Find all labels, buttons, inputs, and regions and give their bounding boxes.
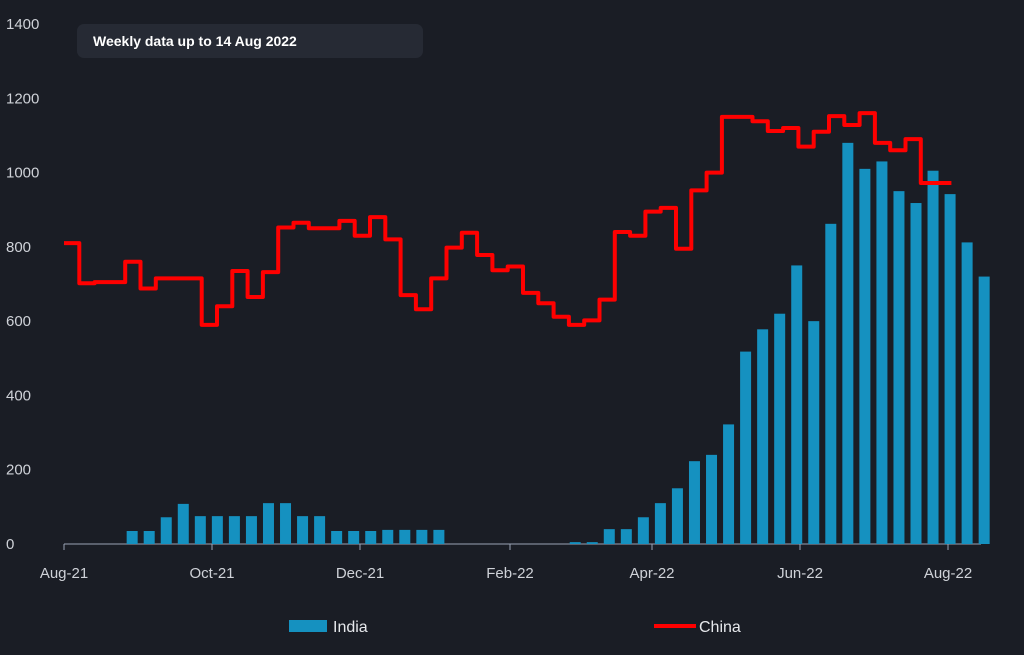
legend-label-india: India bbox=[333, 619, 368, 636]
india-bar bbox=[262, 503, 274, 544]
india-bar bbox=[637, 517, 649, 544]
legend-label-china: China bbox=[699, 619, 741, 636]
india-bar bbox=[416, 529, 428, 544]
india-bar bbox=[654, 503, 666, 544]
india-bar bbox=[774, 313, 786, 544]
india-bar bbox=[825, 223, 837, 545]
india-bar bbox=[876, 161, 888, 544]
india-bar bbox=[194, 516, 206, 544]
india-bar bbox=[382, 529, 394, 544]
india-bar bbox=[791, 265, 803, 544]
india-bar bbox=[399, 529, 411, 544]
y-tick-label: 800 bbox=[6, 239, 31, 256]
india-bar bbox=[177, 503, 189, 544]
x-tick-label: Apr-22 bbox=[629, 565, 674, 582]
india-bar bbox=[143, 531, 155, 544]
y-tick-label: 400 bbox=[6, 387, 31, 404]
india-bar bbox=[228, 516, 240, 544]
x-tick-label: Dec-21 bbox=[336, 565, 384, 582]
india-bar bbox=[126, 531, 138, 544]
x-tick-label: Jun-22 bbox=[777, 565, 823, 582]
india-bar bbox=[603, 529, 615, 544]
india-bars bbox=[126, 142, 990, 545]
india-bar bbox=[927, 170, 939, 544]
legend: India China bbox=[289, 619, 741, 636]
india-bar bbox=[842, 142, 854, 544]
annotation-text: Weekly data up to 14 Aug 2022 bbox=[93, 33, 297, 49]
x-tick-label: Aug-21 bbox=[40, 565, 88, 582]
india-bar bbox=[723, 424, 735, 544]
india-bar bbox=[620, 529, 632, 544]
india-bar bbox=[211, 516, 223, 544]
india-bar bbox=[978, 276, 990, 544]
india-bar bbox=[314, 516, 326, 544]
india-bar bbox=[569, 542, 581, 544]
india-bar bbox=[961, 242, 973, 544]
india-bar bbox=[706, 454, 718, 544]
india-bar bbox=[365, 531, 377, 544]
india-bar bbox=[757, 329, 769, 544]
china-line bbox=[64, 111, 952, 327]
x-tick-label: Feb-22 bbox=[486, 565, 534, 582]
y-tick-label: 1200 bbox=[6, 90, 39, 107]
china-line-group bbox=[64, 111, 952, 327]
india-bar bbox=[859, 168, 871, 544]
y-tick-label: 0 bbox=[6, 536, 14, 553]
x-axis: Aug-21 Oct-21 Dec-21 Feb-22 Apr-22 Jun-22 Aug-… bbox=[40, 543, 981, 582]
y-tick-label: 200 bbox=[6, 462, 31, 479]
legend-swatch-india bbox=[289, 620, 327, 632]
india-bar bbox=[348, 531, 360, 544]
india-bar bbox=[331, 531, 343, 544]
x-tick-label: Oct-21 bbox=[189, 565, 234, 582]
india-bar bbox=[808, 321, 820, 544]
india-bar bbox=[586, 542, 598, 544]
india-bar bbox=[671, 488, 683, 544]
india-bar bbox=[160, 517, 172, 544]
india-bar bbox=[910, 203, 922, 544]
india-bar bbox=[740, 351, 752, 544]
y-axis: 0 200 400 600 800 1000 1200 1400 bbox=[6, 16, 39, 553]
india-bar bbox=[245, 516, 257, 544]
india-bar bbox=[944, 194, 956, 544]
india-bar bbox=[688, 461, 700, 544]
y-tick-label: 1400 bbox=[6, 16, 39, 33]
india-bar bbox=[297, 516, 309, 544]
india-bar bbox=[893, 191, 905, 544]
y-tick-label: 1000 bbox=[6, 165, 39, 182]
x-tick-label: Aug-22 bbox=[924, 565, 972, 582]
india-bar bbox=[280, 503, 292, 544]
y-tick-label: 600 bbox=[6, 313, 31, 330]
india-bar bbox=[433, 529, 445, 544]
annotation-box: Weekly data up to 14 Aug 2022 bbox=[77, 24, 423, 58]
